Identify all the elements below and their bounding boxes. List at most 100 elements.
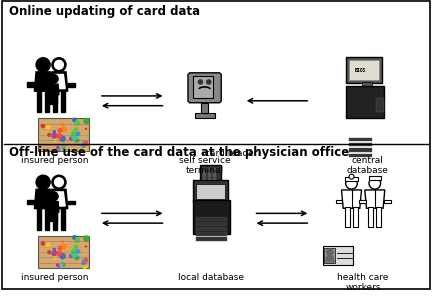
Text: Online updating of card data: Online updating of card data [9,5,200,18]
Circle shape [345,178,357,189]
Circle shape [71,252,77,257]
Circle shape [57,264,59,266]
Circle shape [52,58,66,72]
Bar [38,236,89,268]
Bar [38,118,89,151]
Circle shape [83,264,87,268]
Bar [345,57,381,83]
Bar [203,168,206,170]
Bar [194,113,214,118]
Bar [67,201,74,204]
Polygon shape [53,75,65,89]
Bar [67,83,74,87]
Circle shape [198,80,202,84]
Bar [203,178,206,180]
Circle shape [36,58,50,72]
Circle shape [84,236,89,241]
Bar [54,94,57,104]
Bar [322,246,352,265]
Circle shape [51,252,54,255]
Bar [203,171,206,174]
Bar [368,176,380,180]
Circle shape [83,147,87,151]
Bar [53,208,57,230]
Circle shape [206,80,210,84]
Circle shape [71,249,76,253]
Bar [375,98,383,112]
Text: local database: local database [178,273,244,282]
Circle shape [59,266,60,268]
Text: insured person: insured person [21,156,88,165]
Bar [367,207,372,226]
Circle shape [74,245,78,249]
Circle shape [368,178,380,189]
Circle shape [59,149,60,150]
Circle shape [49,192,58,201]
Bar [358,200,365,203]
Circle shape [52,175,66,189]
Circle shape [73,118,76,122]
Bar [212,171,216,174]
Bar [195,237,227,241]
Bar [193,200,229,234]
Bar [45,90,49,112]
Circle shape [84,258,87,262]
Circle shape [70,137,73,140]
Bar [37,208,41,230]
Circle shape [58,129,62,132]
Circle shape [57,147,59,149]
Bar [199,165,221,182]
Polygon shape [50,72,67,91]
Circle shape [51,135,54,137]
Circle shape [41,125,44,128]
Circle shape [71,134,77,140]
Polygon shape [187,73,221,103]
Circle shape [84,118,89,124]
Bar [383,200,390,203]
Circle shape [48,251,50,254]
Bar [208,171,211,174]
Polygon shape [50,189,67,209]
Circle shape [82,261,85,265]
Text: central
database: central database [345,156,387,175]
Bar [45,208,49,230]
Bar [201,103,208,113]
Bar [348,143,371,146]
Bar [54,211,57,221]
Bar [195,217,227,221]
Bar [53,90,57,112]
Bar [352,207,357,226]
Circle shape [61,127,66,132]
Text: BIOS: BIOS [354,68,366,73]
Polygon shape [325,256,333,262]
Bar [348,149,371,152]
Polygon shape [53,192,65,206]
Circle shape [61,144,64,147]
Circle shape [75,121,79,125]
Circle shape [53,131,55,133]
Circle shape [75,256,78,260]
Circle shape [53,248,55,250]
Bar [212,174,216,177]
Circle shape [57,251,62,256]
Circle shape [54,257,56,259]
Circle shape [76,250,80,253]
Circle shape [61,241,63,242]
Bar [335,200,342,203]
Bar [345,86,383,118]
Circle shape [60,136,65,141]
Circle shape [63,147,65,149]
Polygon shape [34,189,52,209]
Circle shape [63,264,65,266]
Circle shape [74,128,78,131]
Circle shape [85,246,86,247]
Text: card reader: card reader [204,149,257,157]
Circle shape [41,242,44,245]
Bar [348,138,371,141]
Polygon shape [34,72,52,91]
Circle shape [57,134,62,139]
Bar [376,207,381,226]
Circle shape [348,174,353,179]
Bar [196,184,224,199]
Circle shape [54,60,63,69]
